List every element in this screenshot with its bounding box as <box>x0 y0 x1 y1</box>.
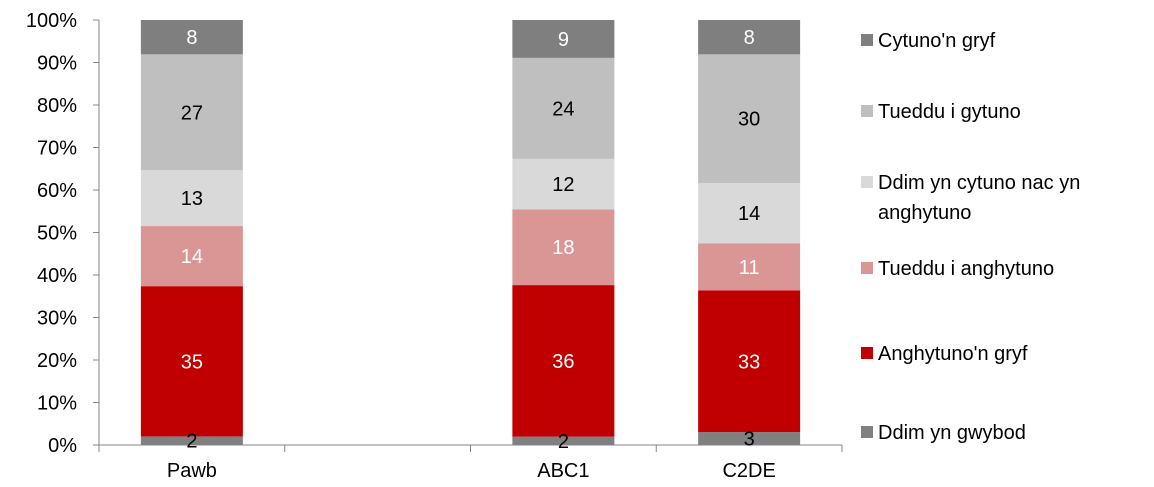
data-label: 8 <box>186 27 197 49</box>
x-category-label: Pawb <box>167 460 217 482</box>
bar-segment <box>512 209 615 286</box>
bar-segment <box>698 243 801 291</box>
data-label: 11 <box>739 257 760 279</box>
y-tick-label: 20% <box>37 350 77 372</box>
data-label: 24 <box>552 98 574 120</box>
axes: 0% 10% 20% 30% 40% 50% 60% 70% 80% 90% 100% Pawb ABC… <box>26 10 843 482</box>
data-label: 8 <box>744 27 755 49</box>
legend-swatch <box>861 347 873 359</box>
bar-segment <box>512 158 615 210</box>
legend-label: Cytuno'n gryf <box>878 30 996 52</box>
data-label: 14 <box>181 246 203 268</box>
data-label: 30 <box>738 109 760 131</box>
bar-segment <box>698 20 801 55</box>
y-tick-label: 80% <box>37 95 77 117</box>
bar-segment <box>698 183 801 244</box>
data-label: 35 <box>181 351 203 373</box>
bar-segment <box>698 54 801 184</box>
data-label: 12 <box>552 174 574 196</box>
x-category-label: ABC1 <box>537 460 589 482</box>
data-label: 14 <box>738 203 760 225</box>
y-tick-label: 50% <box>37 223 77 245</box>
bar-segment <box>698 290 801 433</box>
bar-segment <box>512 20 615 58</box>
x-category-label: C2DE <box>722 460 775 482</box>
legend-label: Tueddu i gytuno <box>878 101 1021 123</box>
bar-segment <box>140 54 243 171</box>
y-tick-label: 60% <box>37 180 77 202</box>
data-label: 2 <box>186 431 197 453</box>
y-tick-label: 70% <box>37 138 77 160</box>
data-label: 27 <box>181 102 203 124</box>
legend-label: Tueddu i anghytuno <box>878 258 1054 280</box>
y-tick-label: 100% <box>26 10 77 32</box>
bar-segment <box>140 20 243 55</box>
y-tick-label: 40% <box>37 265 77 287</box>
bar-segment <box>512 285 615 437</box>
legend-label: Anghytuno'n gryf <box>878 343 1028 365</box>
data-label: 9 <box>558 29 569 51</box>
legend-label: Ddim yn gwybod <box>878 422 1026 444</box>
legend: Cytuno'n gryf Tueddu i gytuno Ddim yn cytu… <box>861 30 1080 444</box>
legend-swatch <box>861 105 873 117</box>
bars <box>140 20 801 445</box>
bar-segment <box>140 170 243 227</box>
data-label: 3 <box>744 429 755 451</box>
bar-segment <box>698 432 801 445</box>
bar-segment <box>512 57 615 159</box>
data-label: 18 <box>552 237 574 259</box>
y-tick-label: 0% <box>48 435 77 457</box>
legend-label: Ddim yn cytuno nac yn anghytuno <box>878 172 1080 224</box>
data-label: 13 <box>181 188 203 210</box>
bar-segment <box>512 436 615 445</box>
bar-segment <box>140 436 243 445</box>
y-tick-label: 10% <box>37 393 77 415</box>
legend-swatch <box>861 34 873 46</box>
y-tick-label: 30% <box>37 308 77 330</box>
legend-swatch <box>861 176 873 188</box>
bar-segment <box>140 286 243 437</box>
data-label: 33 <box>738 351 760 373</box>
bar-segment <box>140 226 243 287</box>
legend-swatch <box>861 426 873 438</box>
legend-swatch <box>861 262 873 274</box>
y-tick-label: 90% <box>37 53 77 75</box>
data-label: 2 <box>558 431 569 453</box>
data-label: 36 <box>552 351 574 373</box>
